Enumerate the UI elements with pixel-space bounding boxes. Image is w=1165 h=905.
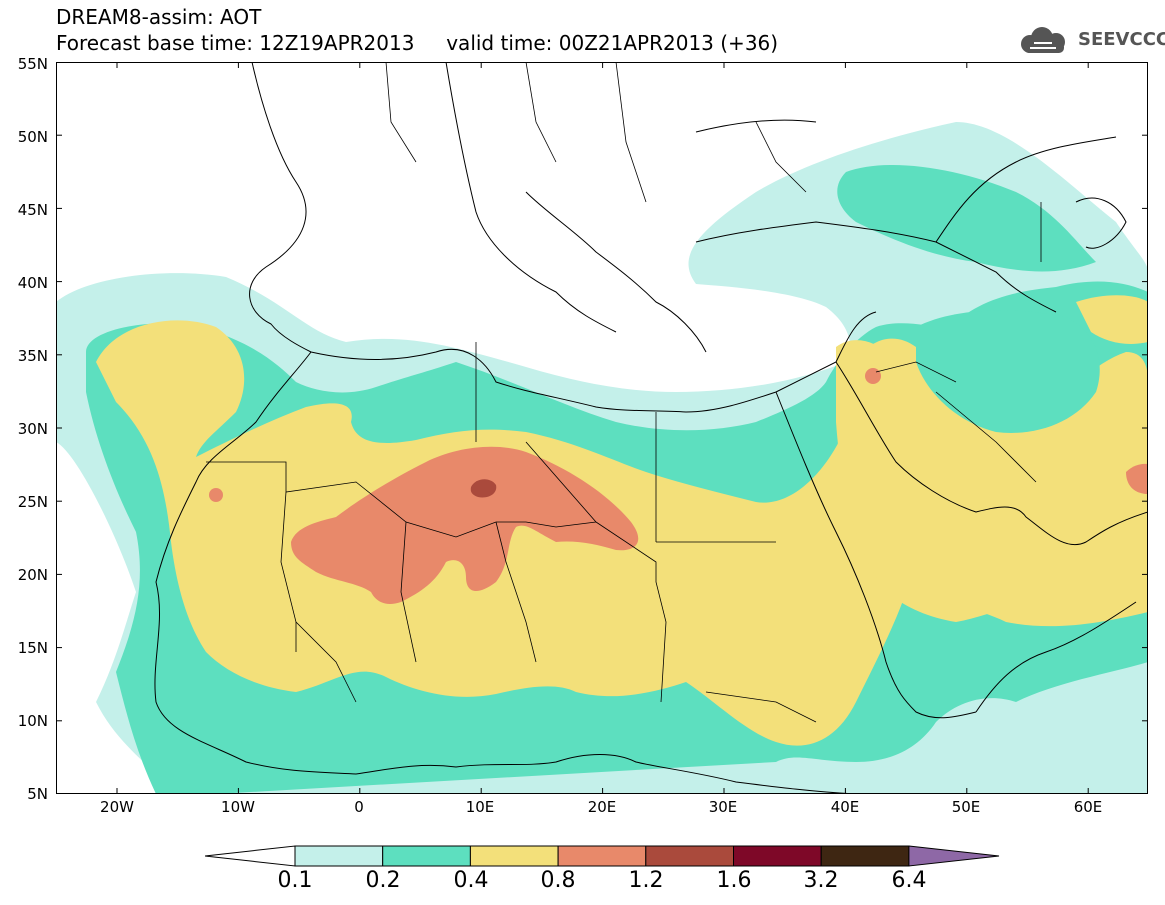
lon-label: 30E (708, 798, 738, 816)
lon-label: 10E (465, 798, 495, 816)
lat-label: 10N (17, 712, 48, 730)
colorbar-segment (645, 845, 734, 867)
colorbar-segment (469, 845, 559, 867)
cloud-icon (1021, 27, 1065, 53)
colorbar (205, 845, 1000, 867)
logo-text: SEEVCCC (1078, 29, 1165, 50)
lat-label: 15N (17, 639, 48, 657)
lat-label: 35N (17, 347, 48, 365)
lon-label: 50E (951, 798, 981, 816)
lat-label: 45N (17, 201, 48, 219)
colorbar-segment (205, 845, 296, 867)
forecast-time-label: Forecast base time: 12Z19APR2013 valid t… (56, 31, 779, 55)
lon-label: 10W (221, 798, 255, 816)
colorbar-label: 3.2 (803, 868, 839, 893)
coastlines (154, 62, 1148, 794)
colorbar-segment (294, 845, 384, 867)
aot-contour-0.8 (291, 446, 639, 604)
lat-label: 20N (17, 566, 48, 584)
lat-label: 30N (17, 420, 48, 438)
colorbar-segment (382, 845, 471, 867)
lon-label: 20W (100, 798, 134, 816)
lon-label: 60E (1073, 798, 1103, 816)
lat-label: 5N (27, 785, 48, 803)
lat-label: 50N (17, 128, 48, 146)
map-title: DREAM8-assim: AOT (56, 5, 262, 29)
colorbar-segment (908, 845, 1000, 867)
lat-label: 40N (17, 274, 48, 292)
colorbar-segment (733, 845, 822, 867)
borders (206, 62, 1042, 723)
colorbar-label: 0.4 (453, 868, 489, 893)
lon-label: 40E (830, 798, 860, 816)
colorbar-segment (820, 845, 910, 867)
aot-contour-1.2 (470, 479, 497, 498)
lon-label: 20E (587, 798, 617, 816)
lon-label: 0 (354, 798, 364, 816)
colorbar-segment (557, 845, 647, 867)
lat-label: 25N (17, 493, 48, 511)
colorbar-label: 0.1 (277, 868, 313, 893)
colorbar-label: 1.6 (716, 868, 752, 893)
colorbar-label: 6.4 (891, 868, 927, 893)
lat-label: 55N (17, 55, 48, 73)
colorbar-label: 0.2 (365, 868, 401, 893)
aot-map (56, 62, 1148, 794)
colorbar-label: 0.8 (540, 868, 576, 893)
colorbar-label: 1.2 (628, 868, 664, 893)
